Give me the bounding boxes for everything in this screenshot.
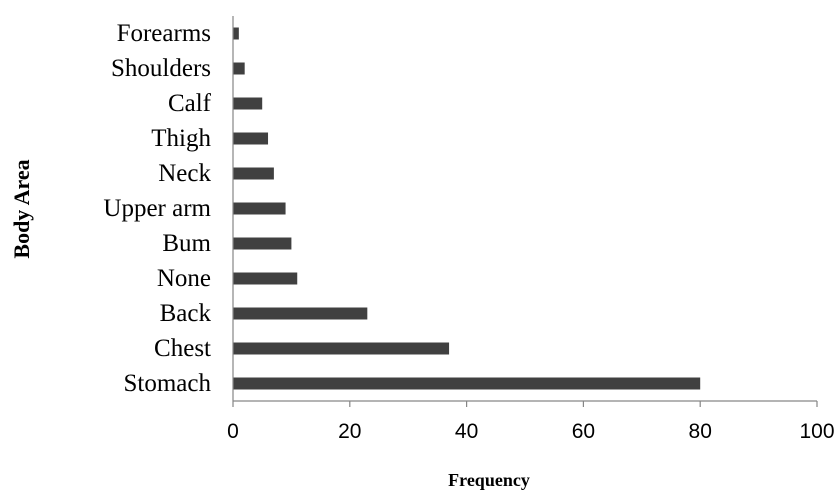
category-label: Bum — [162, 230, 211, 257]
x-tick-label: 0 — [227, 420, 239, 443]
category-label: Chest — [154, 335, 211, 362]
category-label: Upper arm — [103, 195, 211, 222]
bar-forearms — [233, 27, 239, 40]
category-label: None — [157, 265, 211, 292]
category-label: Thigh — [151, 125, 211, 152]
bar-shoulders — [233, 62, 245, 75]
bar-stomach — [233, 377, 701, 390]
category-label: Calf — [168, 90, 212, 117]
x-tick-label: 40 — [455, 420, 478, 443]
category-label: Neck — [158, 160, 211, 187]
bar-upper-arm — [233, 202, 286, 215]
category-label: Stomach — [124, 370, 212, 397]
x-tick-label: 100 — [799, 420, 834, 443]
x-tick-label: 20 — [338, 420, 361, 443]
x-tick-label: 60 — [572, 420, 595, 443]
bar-calf — [233, 97, 263, 110]
category-label: Shoulders — [111, 55, 211, 82]
category-labels: Stomach Chest Back None Bum Upper arm Neck Thig… — [103, 20, 211, 397]
x-axis-title: Frequency — [448, 470, 530, 490]
bars — [233, 27, 701, 390]
x-axis-ticks: 0 20 40 60 80 100 — [227, 401, 835, 443]
category-label: Forearms — [117, 20, 211, 47]
y-axis-title: Body Area — [9, 159, 34, 258]
bar-none — [233, 272, 298, 285]
bar-neck — [233, 167, 274, 180]
bar-chest — [233, 342, 450, 355]
bar-thigh — [233, 132, 269, 145]
category-label: Back — [160, 300, 212, 327]
bar-bum — [233, 237, 292, 250]
x-tick-label: 80 — [689, 420, 712, 443]
bar-back — [233, 307, 368, 320]
